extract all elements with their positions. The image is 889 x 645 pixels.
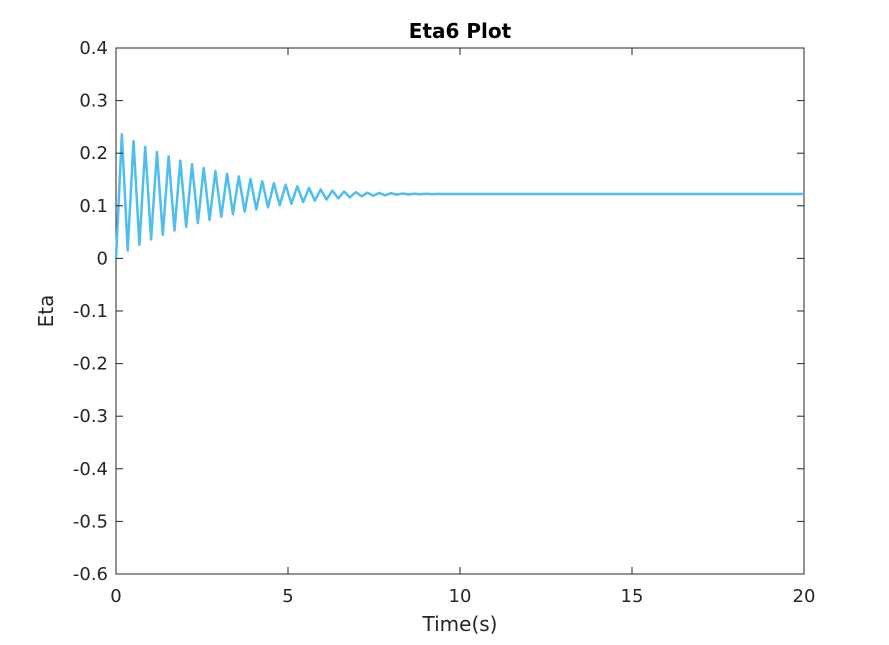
y-tick-label-10: -0.6 (73, 564, 108, 585)
x-axis-label: Time(s) (422, 612, 498, 636)
x-tick-label-3: 15 (621, 586, 644, 607)
x-tick-label-1: 5 (282, 586, 293, 607)
y-tick-label-5: -0.1 (73, 301, 108, 322)
y-tick-label-6: -0.2 (73, 354, 108, 375)
y-tick-label-3: 0.1 (79, 196, 108, 217)
y-tick-label-1: 0.3 (79, 91, 108, 112)
y-axis-label: Eta (34, 295, 58, 328)
x-tick-label-4: 20 (793, 586, 816, 607)
x-axis-ticks: 0 5 10 15 20 (110, 48, 815, 607)
y-axis-ticks: 0.4 0.3 0.2 0.1 0 -0.1 -0.2 -0.3 -0.4 -0.5 -0.6 (73, 38, 804, 585)
y-tick-label-8: -0.4 (73, 459, 108, 480)
chart-title: Eta6 Plot (409, 19, 512, 43)
eta-series-line (114, 133, 805, 259)
y-tick-label-2: 0.2 (79, 143, 108, 164)
x-tick-label-2: 10 (449, 586, 472, 607)
axes-box (115, 47, 805, 575)
x-tick-label-0: 0 (110, 586, 121, 607)
y-tick-label-7: -0.3 (73, 406, 108, 427)
y-tick-label-0: 0.4 (79, 38, 108, 59)
y-tick-label-9: -0.5 (73, 511, 108, 532)
y-tick-label-4: 0 (97, 248, 108, 269)
plot-area (114, 47, 805, 575)
